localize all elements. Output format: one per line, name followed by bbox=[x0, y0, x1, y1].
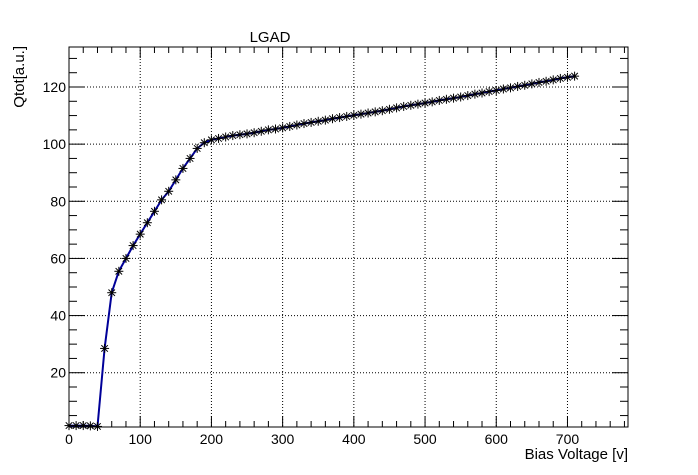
data-point bbox=[498, 84, 508, 94]
x-tick-label: 500 bbox=[413, 431, 437, 447]
data-point bbox=[349, 110, 359, 120]
data-point bbox=[192, 143, 202, 153]
data-point bbox=[470, 89, 480, 99]
data-point bbox=[506, 83, 516, 93]
data-point bbox=[377, 106, 387, 116]
data-point bbox=[356, 109, 366, 119]
data-point bbox=[299, 119, 309, 129]
data-point bbox=[370, 107, 380, 117]
y-tick-label: 120 bbox=[43, 79, 67, 95]
data-point bbox=[249, 128, 259, 138]
data-point bbox=[206, 135, 216, 145]
data-point bbox=[570, 71, 580, 81]
data-point bbox=[399, 101, 409, 111]
data-point bbox=[235, 130, 245, 140]
data-point bbox=[484, 87, 494, 97]
data-point bbox=[541, 76, 551, 86]
data-point bbox=[449, 93, 459, 103]
data-point bbox=[171, 175, 181, 185]
data-point bbox=[320, 115, 330, 125]
data-point bbox=[199, 138, 209, 148]
data-point bbox=[420, 98, 430, 108]
x-axis-title: Bias Voltage [v] bbox=[525, 446, 628, 463]
x-tick-label: 200 bbox=[200, 431, 224, 447]
y-tick-label: 100 bbox=[43, 136, 67, 152]
y-tick-label: 80 bbox=[50, 193, 66, 209]
data-point bbox=[434, 95, 444, 105]
y-tick-label: 20 bbox=[50, 365, 66, 381]
data-point bbox=[292, 120, 302, 130]
data-point bbox=[313, 116, 323, 126]
data-point bbox=[114, 266, 124, 276]
data-point bbox=[164, 186, 174, 196]
data-point bbox=[527, 79, 537, 89]
x-tick-label: 600 bbox=[485, 431, 509, 447]
data-point bbox=[142, 218, 152, 228]
data-point bbox=[520, 80, 530, 90]
data-point bbox=[242, 129, 252, 139]
data-point bbox=[178, 163, 188, 173]
data-point bbox=[121, 253, 131, 263]
data-point bbox=[406, 100, 416, 110]
x-tick-label: 300 bbox=[271, 431, 295, 447]
data-point bbox=[384, 104, 394, 114]
tick-labels: 0 100 200 300 400 500 600 700 20 40 60 80 100 120 bbox=[43, 79, 580, 447]
data-point bbox=[221, 132, 231, 142]
data-point bbox=[185, 153, 195, 163]
data-point bbox=[149, 206, 159, 216]
data-point bbox=[271, 124, 281, 134]
y-axis-title: Qtot[a.u.] bbox=[11, 46, 28, 108]
data-point bbox=[392, 103, 402, 113]
data-point bbox=[491, 85, 501, 95]
data-point bbox=[555, 73, 565, 83]
data-point bbox=[92, 421, 102, 431]
data-point bbox=[548, 75, 558, 85]
data-point bbox=[85, 421, 95, 431]
data-point bbox=[256, 126, 266, 136]
data-point bbox=[456, 92, 466, 102]
data-point bbox=[128, 241, 138, 251]
data-point bbox=[534, 77, 544, 87]
grid-lines bbox=[69, 47, 628, 427]
data-point bbox=[278, 123, 288, 133]
chart-title: LGAD bbox=[250, 29, 291, 46]
data-point bbox=[228, 131, 238, 141]
data-point bbox=[342, 111, 352, 121]
data-point bbox=[363, 108, 373, 118]
data-point bbox=[135, 229, 145, 239]
data-point bbox=[107, 288, 117, 298]
data-point bbox=[513, 81, 523, 91]
y-tick-label: 60 bbox=[50, 250, 66, 266]
y-tick-label: 40 bbox=[50, 308, 66, 324]
data-point bbox=[335, 113, 345, 123]
data-point bbox=[427, 97, 437, 107]
x-tick-label: 100 bbox=[129, 431, 153, 447]
x-tick-label: 700 bbox=[556, 431, 580, 447]
x-tick-label: 0 bbox=[65, 431, 73, 447]
data-point bbox=[263, 125, 273, 135]
data-point bbox=[100, 343, 110, 353]
data-point bbox=[214, 133, 224, 143]
data-point bbox=[306, 117, 316, 127]
plot-frame bbox=[68, 46, 629, 428]
data-series bbox=[64, 71, 580, 431]
data-point bbox=[463, 91, 473, 101]
x-tick-label: 400 bbox=[342, 431, 366, 447]
data-point bbox=[477, 88, 487, 98]
data-point bbox=[441, 94, 451, 104]
data-point bbox=[285, 121, 295, 131]
data-point bbox=[327, 114, 337, 124]
data-point bbox=[562, 72, 572, 82]
data-point bbox=[413, 99, 423, 109]
data-point bbox=[157, 195, 167, 205]
